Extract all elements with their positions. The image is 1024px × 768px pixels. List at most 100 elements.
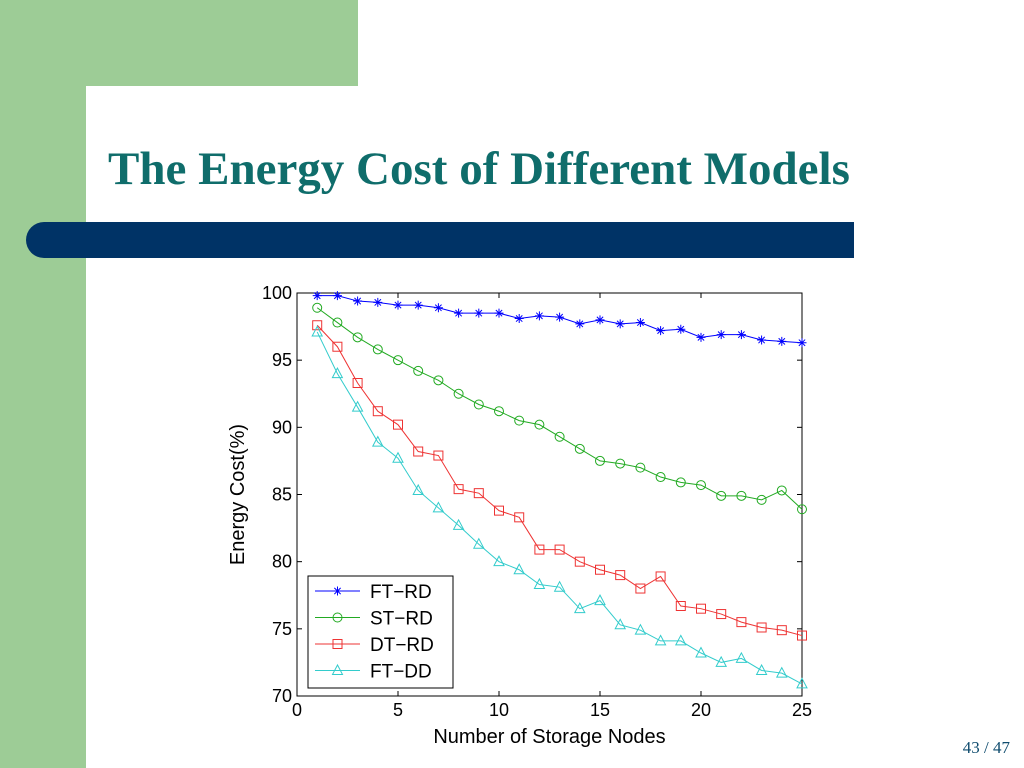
data-point-0-22 — [736, 330, 746, 340]
data-point-1-12 — [534, 419, 545, 430]
legend-label-1: ST−RD — [370, 609, 433, 630]
legend-label-2: DT−RD — [370, 635, 434, 656]
data-point-1-2 — [332, 317, 343, 328]
data-point-0-19 — [676, 324, 686, 334]
data-point-3-22 — [735, 651, 748, 663]
data-point-3-7 — [432, 501, 445, 513]
data-point-3-23 — [755, 663, 768, 675]
y-tick-label: 100 — [262, 283, 292, 303]
legend-marker-2 — [332, 639, 343, 649]
data-point-2-23 — [756, 622, 767, 633]
data-point-2-9 — [473, 488, 484, 499]
y-tick-label: 90 — [272, 417, 292, 437]
slide-title: The Energy Cost of Different Models — [108, 143, 850, 195]
data-point-2-8 — [453, 484, 464, 495]
data-point-0-25 — [797, 338, 807, 348]
data-point-0-7 — [433, 303, 443, 313]
series-line-3 — [316, 331, 803, 685]
data-point-1-22 — [736, 490, 747, 501]
data-point-0-23 — [757, 335, 767, 345]
legend-marker-0 — [333, 586, 342, 596]
data-point-0-6 — [413, 300, 423, 310]
data-point-1-11 — [514, 415, 525, 426]
data-point-3-15 — [594, 594, 606, 606]
top-left-background — [0, 0, 358, 86]
x-tick-label: 20 — [691, 700, 711, 720]
data-point-1-20 — [696, 480, 706, 491]
data-point-0-24 — [777, 336, 787, 346]
x-axis-label: Number of Storage Nodes — [433, 726, 665, 748]
data-point-1-7 — [433, 375, 444, 386]
energy-cost-chart: 0 5 10 15 20 25 70 75 80 85 90 95 100 Number of Stora… — [227, 283, 812, 748]
data-point-3-11 — [513, 563, 526, 575]
data-point-2-12 — [534, 544, 545, 555]
data-point-1-3 — [352, 332, 363, 343]
y-tick-label: 75 — [272, 619, 292, 639]
data-point-0-2 — [332, 291, 342, 301]
data-point-2-19 — [675, 600, 686, 611]
data-point-2-11 — [514, 512, 525, 523]
legend-label-0: FT−RD — [370, 582, 432, 603]
data-point-2-13 — [554, 544, 565, 555]
data-point-2-7 — [433, 450, 444, 461]
data-point-2-6 — [413, 446, 424, 457]
data-point-0-14 — [575, 319, 585, 329]
data-point-1-6 — [413, 365, 424, 376]
x-tick-label: 10 — [489, 700, 509, 720]
data-point-3-9 — [472, 537, 485, 549]
data-point-3-24 — [775, 666, 788, 678]
data-point-3-17 — [634, 623, 647, 635]
y-tick-label: 70 — [272, 686, 292, 706]
data-point-1-5 — [393, 355, 403, 366]
x-tick-label: 25 — [792, 700, 812, 720]
data-point-3-19 — [674, 634, 687, 646]
data-point-3-4 — [371, 435, 384, 447]
data-point-1-25 — [797, 504, 807, 515]
data-point-1-1 — [312, 302, 323, 313]
data-point-2-14 — [574, 556, 585, 567]
data-point-2-10 — [494, 505, 504, 516]
legend-box — [307, 575, 454, 689]
data-point-3-20 — [695, 646, 707, 658]
data-point-2-4 — [372, 406, 383, 417]
data-point-1-10 — [494, 406, 504, 417]
data-point-0-3 — [353, 296, 363, 306]
data-point-1-17 — [635, 462, 646, 473]
data-point-0-1 — [312, 291, 322, 301]
data-point-2-21 — [716, 609, 727, 620]
data-point-0-8 — [454, 308, 464, 318]
data-point-3-6 — [412, 483, 425, 495]
data-point-3-10 — [493, 555, 505, 567]
data-point-0-21 — [716, 330, 726, 340]
data-point-1-24 — [776, 485, 787, 496]
data-point-2-18 — [655, 571, 666, 582]
y-tick-label: 85 — [272, 485, 292, 505]
title-divider-bar — [26, 222, 854, 258]
data-point-1-8 — [453, 388, 464, 399]
data-point-2-24 — [776, 625, 787, 636]
data-point-1-14 — [574, 443, 585, 454]
data-point-0-11 — [514, 314, 524, 324]
data-point-3-3 — [351, 400, 364, 412]
legend-label-3: FT−DD — [370, 662, 432, 683]
data-point-0-20 — [696, 332, 706, 342]
data-point-2-25 — [797, 630, 807, 641]
page-number: 43 / 47 — [962, 738, 1010, 757]
data-point-0-4 — [373, 297, 383, 307]
data-point-0-12 — [534, 311, 544, 321]
data-point-3-18 — [654, 634, 667, 646]
data-point-3-8 — [452, 518, 465, 530]
data-point-0-16 — [615, 319, 625, 329]
x-tick-label: 0 — [292, 700, 302, 720]
data-point-0-13 — [555, 312, 565, 322]
data-point-3-14 — [573, 602, 586, 614]
data-point-2-3 — [352, 378, 363, 389]
data-point-1-23 — [756, 494, 767, 505]
data-point-1-19 — [675, 477, 686, 488]
x-tick-label: 15 — [590, 700, 610, 720]
series-line-2 — [316, 324, 803, 637]
data-point-1-15 — [595, 455, 605, 466]
data-point-2-16 — [615, 570, 626, 581]
data-point-1-21 — [716, 490, 727, 501]
data-point-2-20 — [696, 603, 706, 614]
